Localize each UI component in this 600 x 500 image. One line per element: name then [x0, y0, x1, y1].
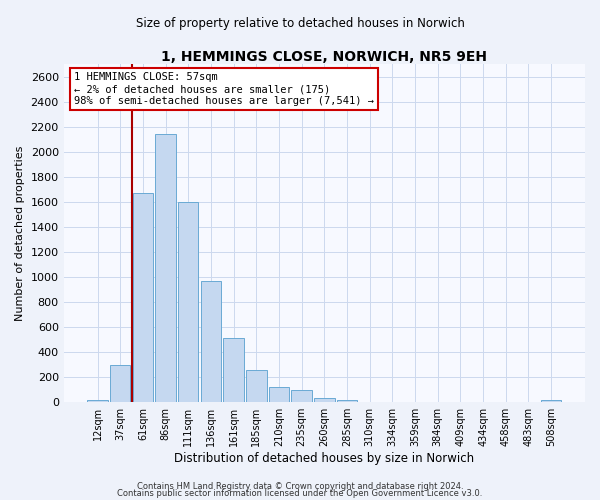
Bar: [178, 202, 199, 402]
Y-axis label: Number of detached properties: Number of detached properties: [15, 146, 25, 321]
Bar: [133, 193, 153, 402]
Bar: [269, 387, 289, 402]
Bar: [110, 364, 130, 402]
Text: Contains public sector information licensed under the Open Government Licence v3: Contains public sector information licen…: [118, 490, 482, 498]
Text: Size of property relative to detached houses in Norwich: Size of property relative to detached ho…: [136, 18, 464, 30]
Title: 1, HEMMINGS CLOSE, NORWICH, NR5 9EH: 1, HEMMINGS CLOSE, NORWICH, NR5 9EH: [161, 50, 487, 64]
Bar: [541, 400, 562, 402]
Bar: [292, 390, 312, 402]
Bar: [246, 370, 266, 402]
Text: Contains HM Land Registry data © Crown copyright and database right 2024.: Contains HM Land Registry data © Crown c…: [137, 482, 463, 491]
Bar: [88, 400, 108, 402]
Bar: [201, 280, 221, 402]
Text: 1 HEMMINGS CLOSE: 57sqm
← 2% of detached houses are smaller (175)
98% of semi-de: 1 HEMMINGS CLOSE: 57sqm ← 2% of detached…: [74, 72, 374, 106]
X-axis label: Distribution of detached houses by size in Norwich: Distribution of detached houses by size …: [174, 452, 475, 465]
Bar: [314, 398, 335, 402]
Bar: [337, 400, 357, 402]
Bar: [223, 338, 244, 402]
Bar: [155, 134, 176, 402]
